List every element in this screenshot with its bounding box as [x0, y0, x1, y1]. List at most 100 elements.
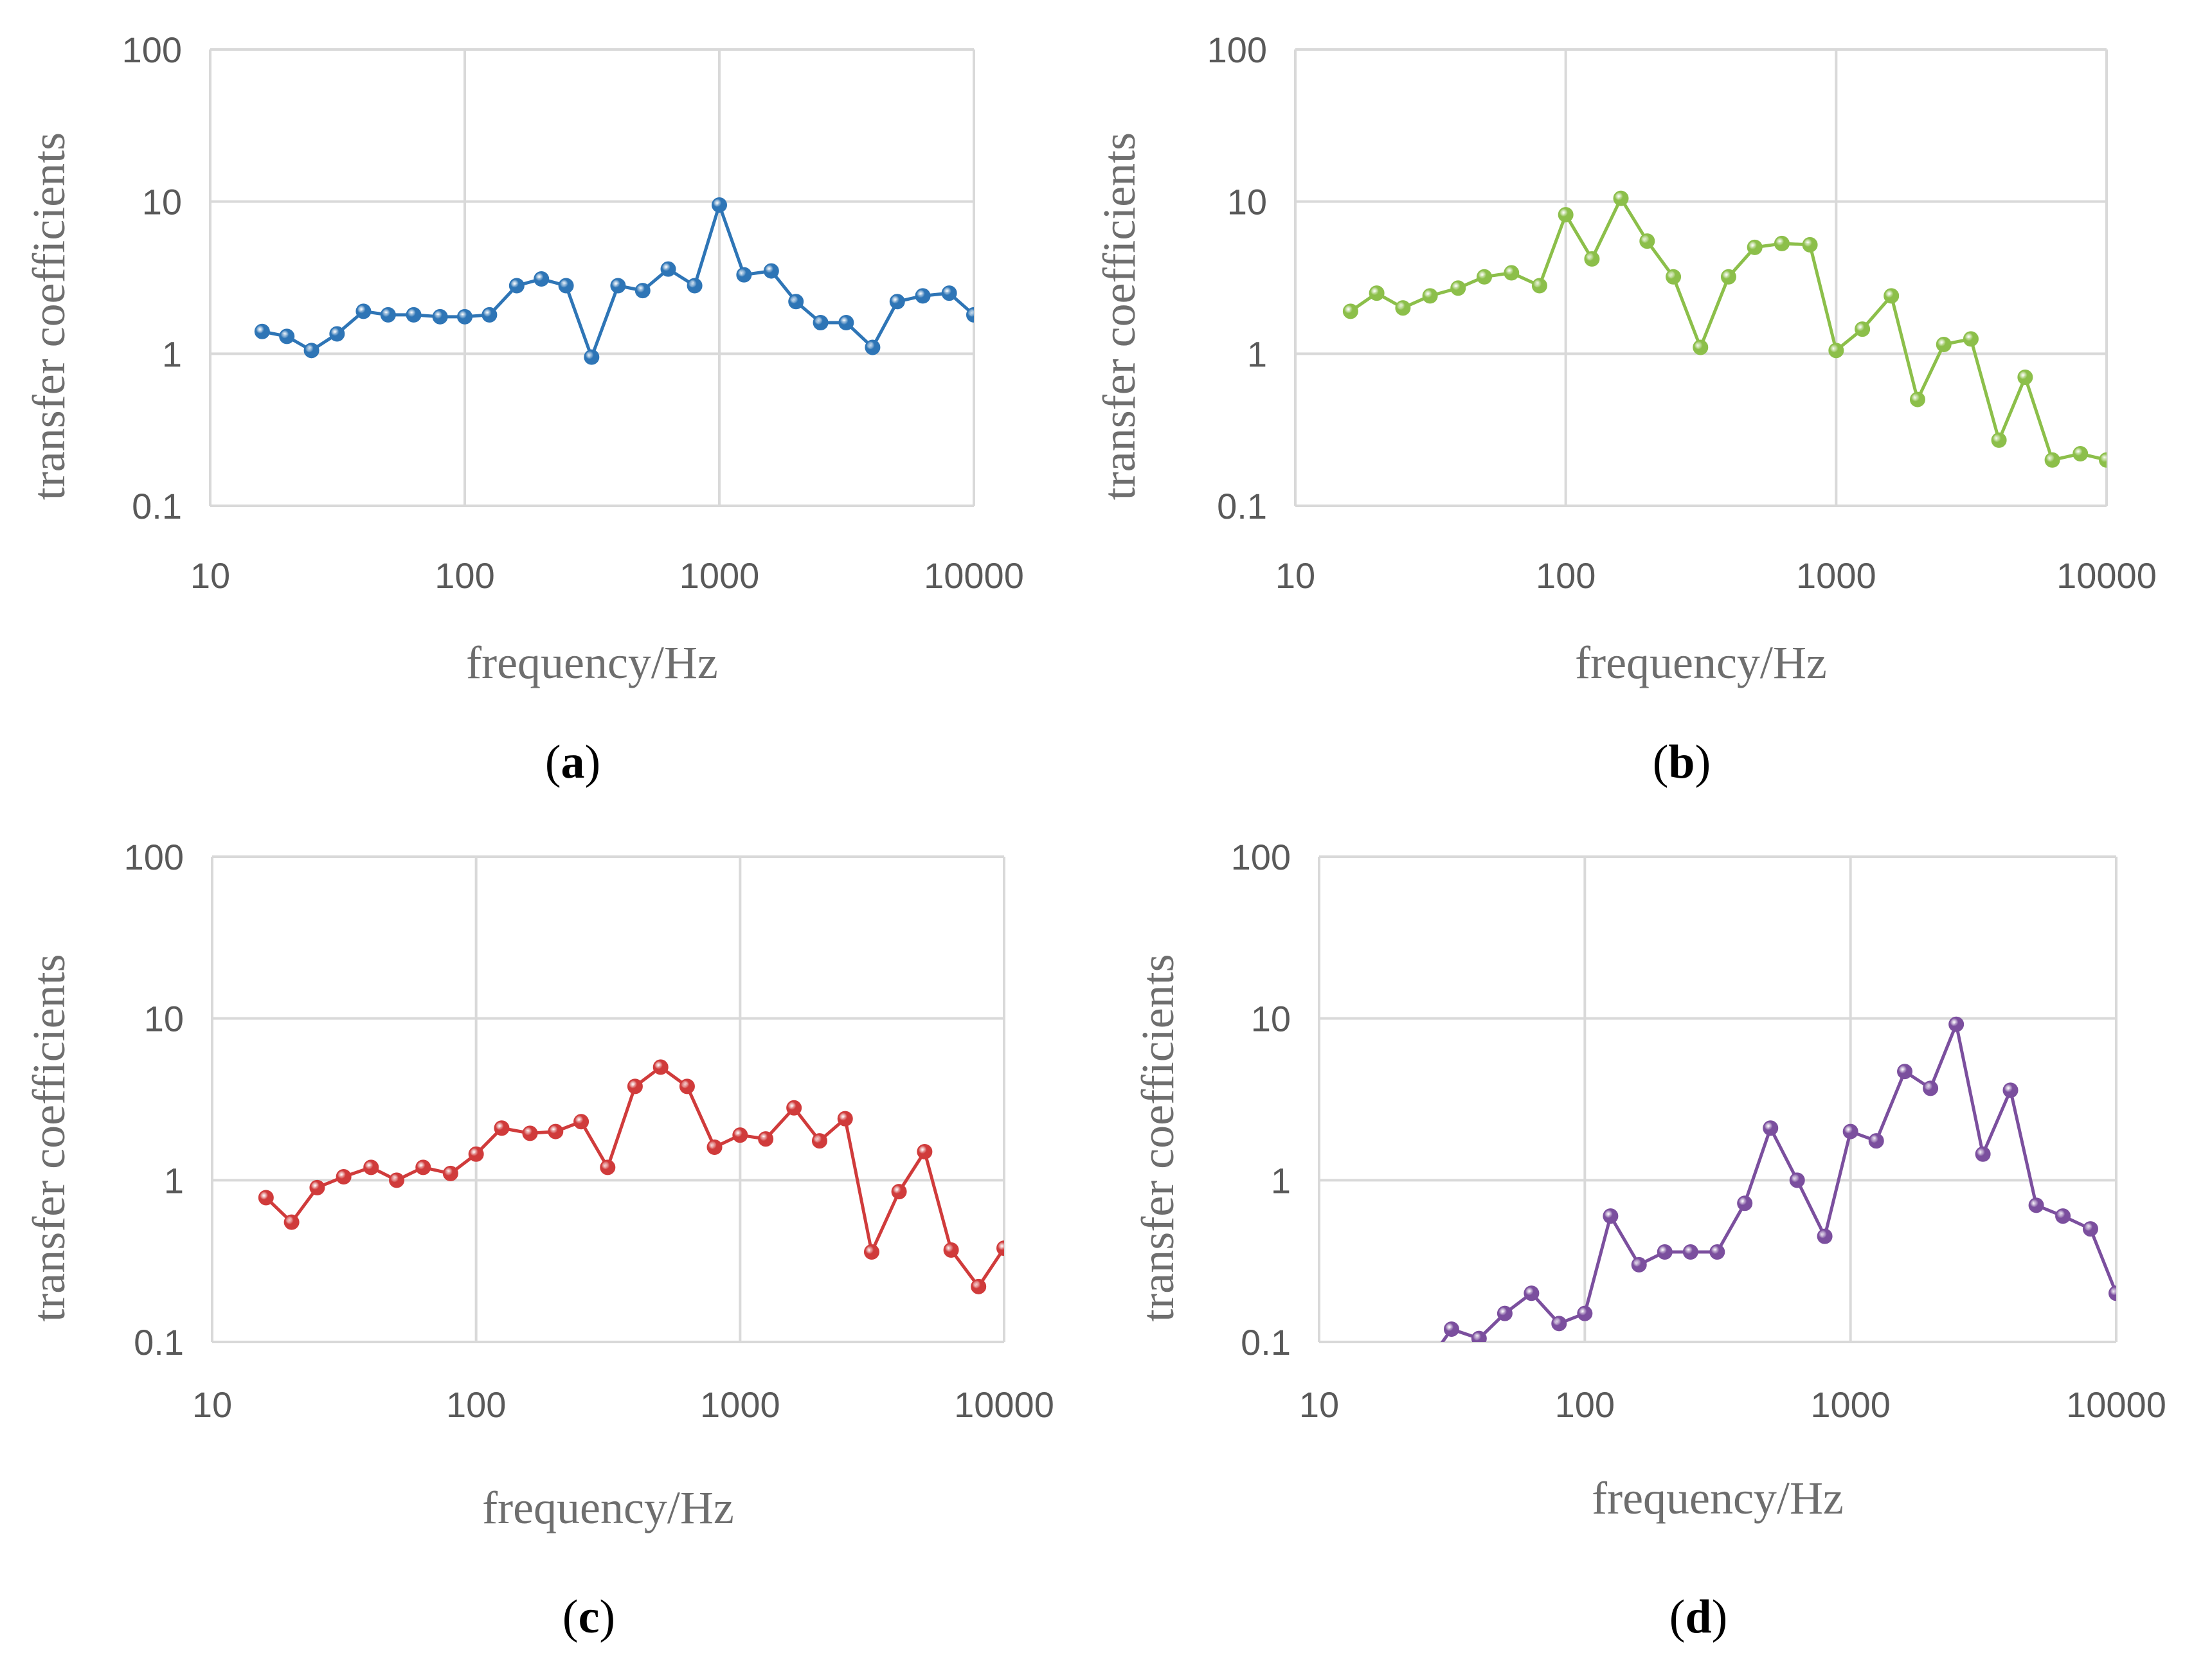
y-tick-label: 0.1	[134, 1322, 184, 1363]
y-tick-label: 10	[1227, 182, 1267, 222]
data-point	[660, 261, 676, 277]
data-point	[2028, 1197, 2044, 1213]
series-line	[1440, 1023, 2116, 1342]
data-point	[837, 1111, 853, 1127]
x-tick-label: 100	[1555, 1384, 1615, 1425]
x-axis-title: frequency/Hz	[482, 1482, 734, 1533]
data-point	[279, 328, 295, 344]
data-point	[534, 271, 550, 287]
panel-label: (a)	[545, 736, 600, 789]
data-point	[558, 278, 574, 294]
y-tick-label: 1	[1247, 334, 1267, 374]
x-tick-label: 1000	[1810, 1384, 1891, 1425]
data-point	[943, 1242, 959, 1258]
y-tick-label: 0.1	[1217, 486, 1267, 526]
y-tick-label: 100	[124, 837, 184, 877]
x-tick-label: 10	[1275, 555, 1315, 596]
data-point	[254, 323, 270, 339]
panel-label: (c)	[562, 1591, 615, 1643]
x-tick-label: 10	[190, 555, 230, 596]
data-point	[1531, 278, 1547, 294]
y-tick-label: 100	[1231, 837, 1291, 877]
data-point	[2044, 452, 2060, 468]
panel-letter: c	[579, 1591, 600, 1643]
data-point	[889, 294, 905, 310]
x-tick-label: 100	[1536, 555, 1596, 596]
data-point	[363, 1159, 379, 1175]
series-line	[1349, 197, 2107, 462]
data-point	[2109, 1285, 2116, 1301]
x-tick-label: 100	[446, 1384, 506, 1425]
data-point	[1828, 343, 1844, 359]
panel-label: (d)	[1669, 1591, 1727, 1643]
data-point	[1577, 1305, 1593, 1321]
series-line	[265, 1065, 1004, 1289]
data-point	[1817, 1228, 1833, 1244]
data-point	[432, 308, 448, 325]
data-point	[1682, 1244, 1698, 1260]
data-point	[679, 1078, 695, 1095]
chart-panel-c: 0.1 1 10 100 10 100 1000 10000 frequency/Hz trans…	[23, 837, 1054, 1643]
data-point	[652, 1059, 669, 1075]
x-tick-label: 10000	[954, 1384, 1054, 1425]
data-point	[1504, 265, 1520, 281]
data-point	[788, 294, 804, 310]
data-point	[1884, 288, 1900, 304]
x-tick-label: 1000	[700, 1384, 780, 1425]
data-point	[1395, 300, 1411, 316]
data-point	[481, 307, 498, 323]
data-point	[1417, 1360, 1432, 1374]
panel-letter: d	[1685, 1591, 1711, 1643]
y-tick-label: 1	[1271, 1160, 1291, 1201]
gridlines	[1294, 48, 2108, 507]
data-point	[1497, 1305, 1513, 1321]
data-point	[1975, 1146, 1991, 1162]
data-point	[1450, 280, 1466, 296]
gridlines	[209, 48, 975, 507]
data-point	[811, 1133, 827, 1149]
data-point	[1603, 1208, 1619, 1224]
y-tick-label: 100	[1207, 30, 1267, 70]
data-point	[915, 288, 931, 304]
y-tick-label: 10	[144, 999, 184, 1039]
data-point	[1471, 1330, 1487, 1342]
data-point	[1720, 269, 1736, 285]
data-point	[1842, 1123, 1858, 1139]
data-point	[584, 349, 600, 365]
data-point	[865, 339, 881, 355]
panel-letter: a	[561, 736, 585, 789]
x-axis-title: frequency/Hz	[1575, 637, 1827, 688]
data-point	[813, 315, 829, 331]
data-point	[336, 1169, 352, 1185]
data-point	[258, 1190, 274, 1206]
data-point	[329, 326, 345, 342]
data-point	[1584, 251, 1600, 267]
data-point	[1422, 288, 1438, 304]
y-axis-title: transfer coefficients	[23, 954, 75, 1321]
series-c	[258, 1059, 1004, 1294]
x-tick-label: 10	[192, 1384, 232, 1425]
data-point	[1631, 1256, 1647, 1273]
data-point	[786, 1100, 802, 1116]
data-point	[2017, 369, 2033, 385]
data-point	[1342, 303, 1358, 319]
panel-label: (b)	[1653, 736, 1711, 789]
data-point	[763, 263, 779, 279]
data-point	[712, 197, 727, 213]
data-point	[627, 1078, 643, 1095]
data-point	[941, 285, 957, 301]
data-point	[1855, 321, 1871, 337]
data-point	[468, 1146, 484, 1162]
data-point	[406, 307, 422, 323]
data-point	[1763, 1120, 1779, 1136]
data-point	[1948, 1016, 1965, 1032]
series-b	[1342, 190, 2107, 468]
y-tick-label: 10	[142, 182, 182, 222]
data-point	[2099, 452, 2107, 468]
data-point	[1443, 1321, 1459, 1337]
data-point	[1639, 233, 1655, 249]
data-point	[971, 1278, 987, 1294]
x-tick-label: 10000	[924, 555, 1024, 596]
data-point	[442, 1165, 458, 1181]
